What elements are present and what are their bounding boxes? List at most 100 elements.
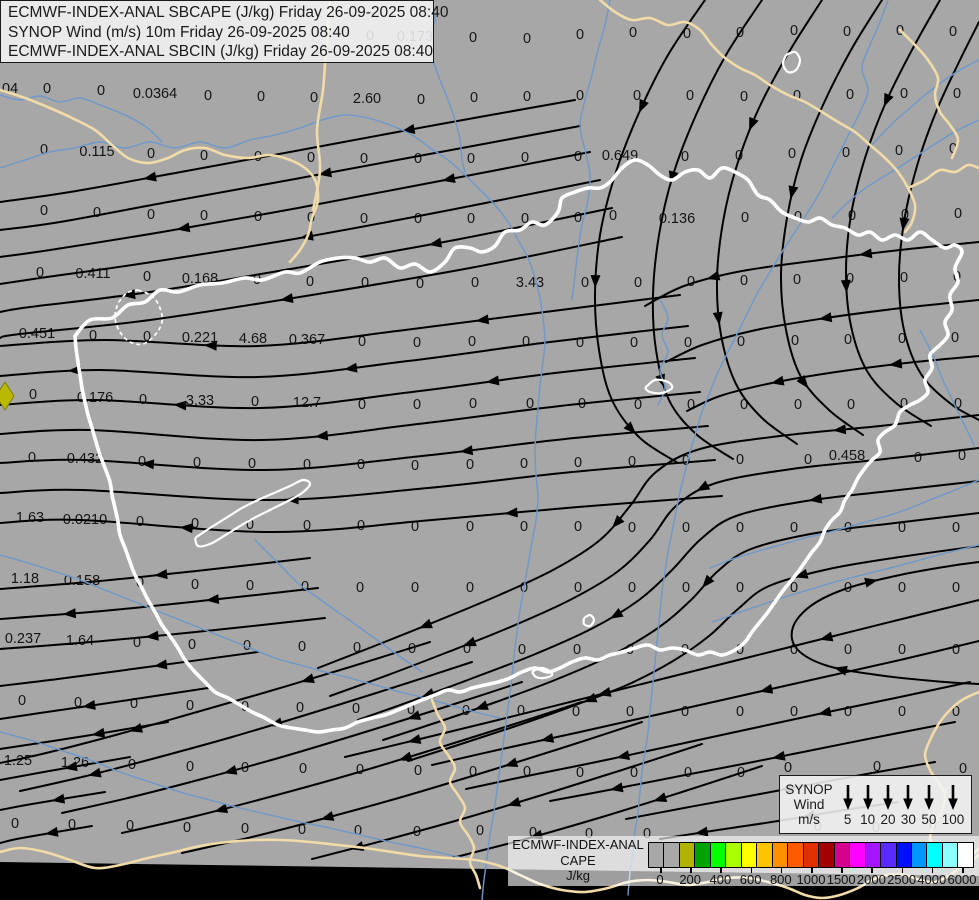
cape-value-label: 0 — [681, 149, 689, 165]
wind-streamline — [0, 825, 93, 844]
cape-value-label: 0 — [681, 704, 689, 720]
cape-value-label: 0 — [949, 141, 957, 157]
river — [571, 0, 611, 301]
cape-color-cell — [849, 843, 865, 867]
cape-value-label: 0 — [469, 764, 477, 780]
cape-color-cell — [740, 843, 757, 867]
cape-color-cell — [910, 843, 927, 867]
cape-color-cell — [802, 843, 819, 867]
wind-streamline — [0, 425, 709, 472]
cape-value-label: 0 — [952, 642, 960, 658]
cape-value-label: 0 — [188, 637, 196, 653]
cape-value-label: 0 — [898, 580, 906, 596]
cape-value-label: 0 — [634, 275, 642, 291]
flow-arrow-icon — [314, 430, 329, 441]
cape-value-label: 0 — [358, 334, 366, 350]
cape-value-label: 0 — [40, 203, 48, 219]
cape-value-label: 0 — [576, 765, 584, 781]
wind-streamline — [311, 743, 703, 860]
cape-value-label: 0 — [628, 454, 636, 470]
cape-value-label: 0 — [576, 335, 584, 351]
flow-arrow-icon — [832, 424, 847, 435]
cape-tick — [841, 868, 843, 873]
cape-value-label: 0 — [36, 265, 44, 281]
cape-value-label: 0 — [183, 820, 191, 836]
wind-speed-arrow: 5 — [841, 783, 855, 827]
lake-outline — [193, 478, 312, 548]
wind-streamline — [0, 207, 613, 313]
river — [0, 94, 163, 143]
lake-outline — [781, 50, 802, 74]
flow-arrow-icon — [864, 577, 878, 588]
cape-value-label: 0 — [414, 763, 422, 779]
flow-arrow-icon — [696, 480, 711, 492]
cape-value-label: 0 — [788, 146, 796, 162]
flow-arrow-icon — [504, 757, 519, 768]
cape-value-label: 0 — [18, 693, 26, 709]
cape-value-label: 0 — [736, 520, 744, 536]
cape-value-label: 12.7 — [293, 395, 321, 411]
cape-value-label: 1.63 — [16, 510, 44, 526]
synop-wind-legend: SYNOP Wind m/s 5 10 20 30 50 100 — [779, 775, 972, 834]
cape-value-label: 0 — [847, 397, 855, 413]
cape-value-label: 0 — [243, 638, 251, 654]
cape-value-label: 0 — [306, 274, 314, 290]
cape-value-label: 0 — [521, 211, 529, 227]
cape-tick-label: 200 — [679, 872, 702, 887]
region-dashed-outline — [114, 289, 164, 346]
flow-arrow-icon — [540, 732, 555, 743]
cape-value-label: 0 — [468, 334, 476, 350]
river — [254, 539, 423, 673]
cape-value-label: 0 — [951, 330, 959, 346]
wind-streamline — [0, 587, 319, 620]
cape-value-label: 0 — [687, 397, 695, 413]
wind-streamline — [651, 0, 763, 460]
cape-color-cell — [880, 843, 896, 867]
cape-value-label: 0 — [842, 145, 850, 161]
cape-value-label: 0 — [682, 520, 690, 536]
flow-arrow-icon — [203, 340, 217, 351]
flow-arrow-icon — [407, 734, 422, 744]
cape-value-label: 0 — [193, 455, 201, 471]
cape-value-label: 0 — [684, 335, 692, 351]
cape-value-label: 0 — [895, 143, 903, 159]
cape-value-label: 0 — [186, 759, 194, 775]
cape-value-label: 0 — [628, 520, 636, 536]
cape-value-label: 3.43 — [516, 275, 544, 291]
flow-arrow-icon — [899, 217, 910, 232]
station-marker — [0, 381, 15, 411]
flow-arrow-icon — [475, 314, 490, 325]
flow-arrow-icon — [153, 659, 168, 670]
down-arrow-icon — [883, 784, 893, 810]
cape-value-label: 0 — [741, 210, 749, 226]
wind-streamline — [465, 681, 971, 790]
map-title-legend: ECMWF-INDEX-ANAL SBCAPE (J/kg) Friday 26… — [0, 0, 448, 63]
cape-value-label: 0 — [900, 86, 908, 102]
cape-value-label: 0 — [43, 81, 51, 97]
cape-value-label: 0 — [143, 329, 151, 345]
cape-value-label: 2.60 — [353, 91, 381, 107]
flow-arrow-icon — [706, 270, 721, 281]
cape-value-label: 1.18 — [11, 571, 39, 587]
cape-value-label: 0 — [529, 825, 537, 841]
cape-value-label: 0 — [469, 396, 477, 412]
cape-value-label: 0 — [633, 88, 641, 104]
cape-value-label: 0 — [844, 332, 852, 348]
cape-value-label: 0 — [576, 88, 584, 104]
cape-color-cell — [694, 843, 710, 867]
cape-tick — [660, 868, 662, 873]
river — [711, 544, 979, 623]
cape-value-label: 0 — [299, 761, 307, 777]
cape-value-label: 0 — [526, 396, 534, 412]
cape-value-label: 0 — [844, 704, 852, 720]
wind-streamline — [0, 617, 326, 650]
cape-value-label: 0 — [898, 642, 906, 658]
down-arrow-icon — [924, 784, 934, 810]
cape-value-label: 0 — [794, 397, 802, 413]
wind-streamline — [686, 355, 979, 412]
flow-arrow-icon — [794, 568, 809, 579]
hungary-border — [73, 158, 964, 734]
cape-value-label: 0 — [97, 83, 105, 99]
cape-value-label: 0 — [794, 209, 802, 225]
flow-arrow-icon — [418, 618, 433, 629]
